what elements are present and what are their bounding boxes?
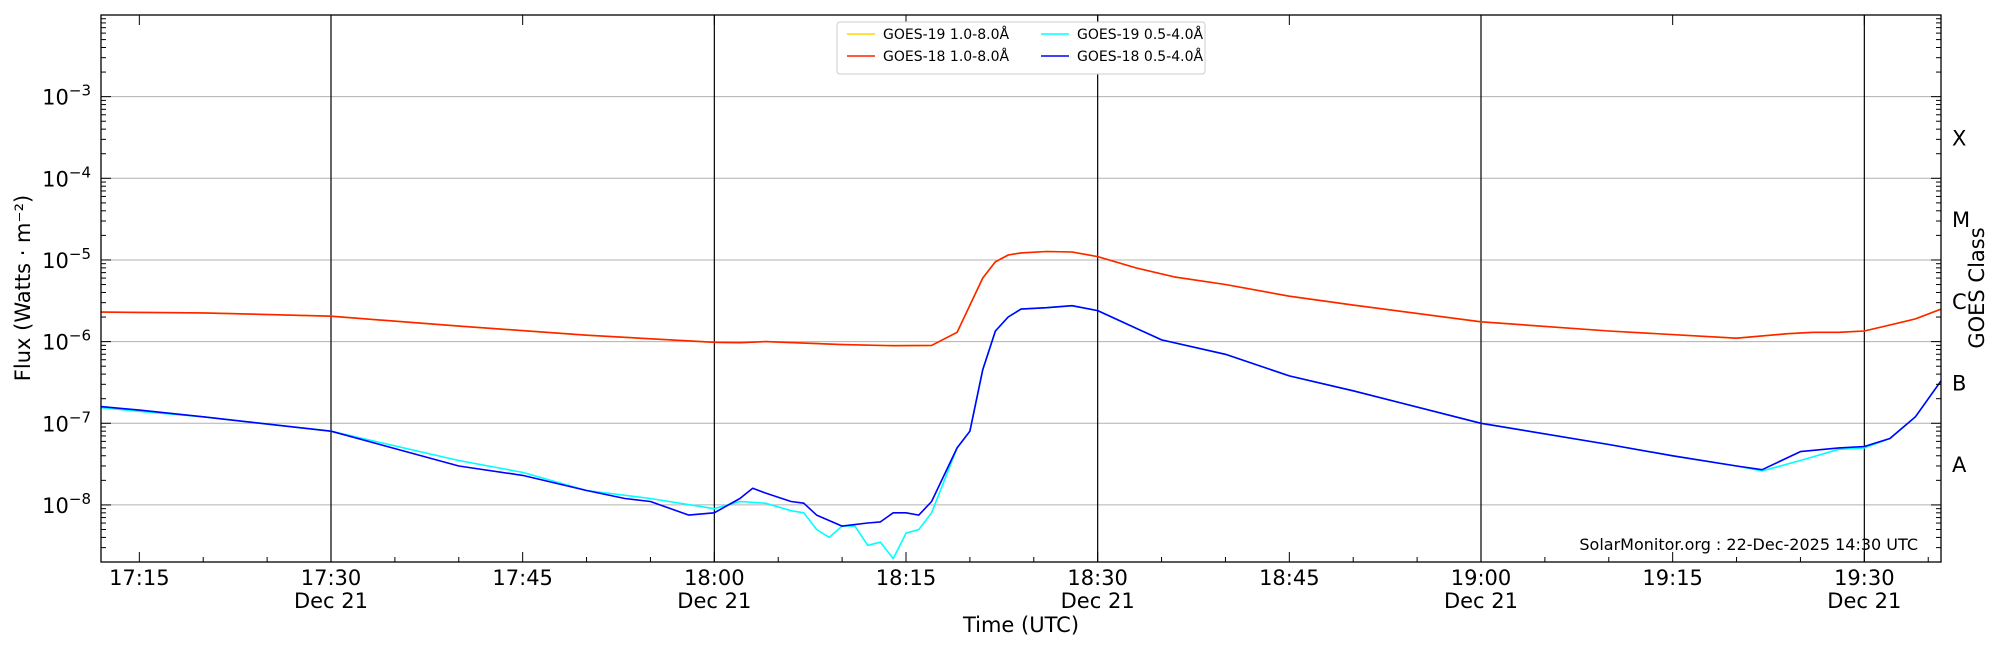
x-tick-sublabel-5: Dec 21 <box>1061 589 1135 613</box>
x-tick-sublabel-3: Dec 21 <box>677 589 751 613</box>
series-line-1 <box>100 250 1942 347</box>
x-tick-label-6: 18:45 <box>1259 566 1320 590</box>
vertical-time-lines <box>330 15 1865 562</box>
x-tick-label-0: 17:15 <box>109 566 170 590</box>
legend-items: GOES-19 1.0-8.0Å GOES-18 1.0-8.0Å GOES-19 … <box>847 26 1203 65</box>
x-tick-label-7: 19:00 <box>1451 566 1512 590</box>
y-tick-label-3: 10−5 <box>42 245 91 273</box>
x-tick-sublabel-1: Dec 21 <box>294 589 368 613</box>
y-tick-label-5: 10−3 <box>42 82 91 110</box>
goes-class-m: M <box>1952 208 1970 232</box>
x-tick-sublabel-7: Dec 21 <box>1444 589 1518 613</box>
series-lines <box>100 250 1942 560</box>
x-tick-label-9: 19:30 <box>1834 566 1895 590</box>
x-tick-label-1: 17:30 <box>301 566 362 590</box>
y-tick-label-2: 10−6 <box>42 327 91 355</box>
y-axis-title: Flux (Watts · m⁻²) <box>11 195 35 381</box>
x-tick-label-3: 18:00 <box>684 566 745 590</box>
y-tick-label-0: 10−8 <box>42 490 91 518</box>
goes-class-c: C <box>1952 290 1967 314</box>
goes-class-labels: A B C M X <box>1952 127 1970 478</box>
horizontal-grid <box>101 96 1941 506</box>
x-axis-title: Time (UTC) <box>962 613 1079 637</box>
legend-label-0: GOES-19 1.0-8.0Å <box>883 26 1009 43</box>
legend-box <box>836 21 1206 75</box>
x-tick-label-5: 18:30 <box>1067 566 1128 590</box>
y-tick-label-1: 10−7 <box>42 408 91 436</box>
y2-axis-title: GOES Class <box>1965 227 1989 348</box>
x-tick-label-8: 19:15 <box>1642 566 1703 590</box>
legend: GOES-19 1.0-8.0Å GOES-18 1.0-8.0Å GOES-19 … <box>836 21 1206 75</box>
goes-class-b: B <box>1952 371 1966 395</box>
x-tick-sublabel-9: Dec 21 <box>1827 589 1901 613</box>
x-tick-label-4: 18:15 <box>876 566 937 590</box>
x-tick-label-2: 17:45 <box>492 566 553 590</box>
legend-label-2: GOES-19 0.5-4.0Å <box>1077 26 1203 43</box>
y-tick-label-4: 10−4 <box>42 163 91 191</box>
y-axis-ticks: 10−8 10−7 10−6 10−5 10−4 10−3 <box>42 18 1941 563</box>
legend-label-3: GOES-18 0.5-4.0Å <box>1077 48 1203 65</box>
goes-class-a: A <box>1952 453 1967 477</box>
legend-label-1: GOES-18 1.0-8.0Å <box>883 48 1009 65</box>
series-line-3 <box>100 304 1942 527</box>
plot-frame <box>100 14 1942 563</box>
goes-class-x: X <box>1952 127 1966 151</box>
credit-text: SolarMonitor.org : 22-Dec-2025 14:30 UTC <box>1579 535 1918 554</box>
